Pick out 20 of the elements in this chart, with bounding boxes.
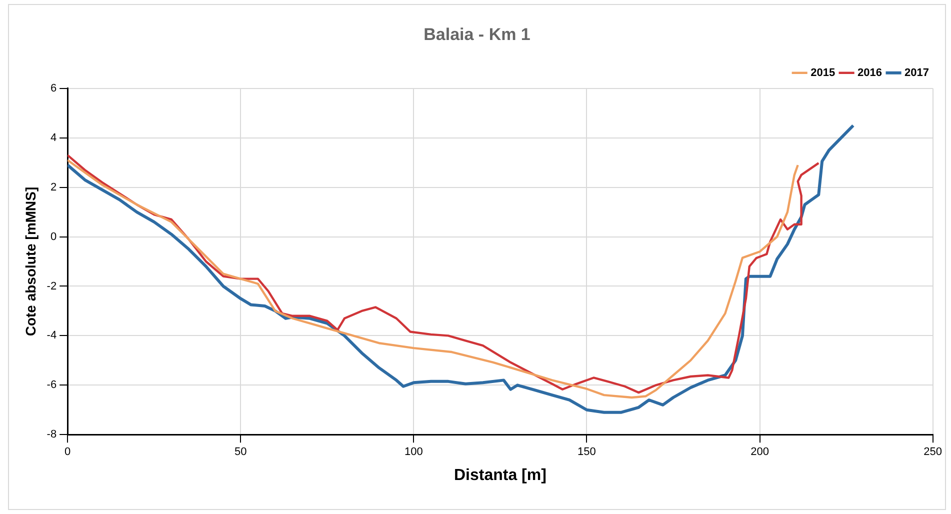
y-tick-label: 0 [50,230,57,243]
legend-label: 2015 [810,66,836,79]
y-tick-label: 6 [50,82,57,94]
y-tick-label: -6 [46,379,57,392]
x-axis-title: Distanta [m] [454,466,546,484]
legend-label: 2017 [904,66,930,79]
x-tick-label: 100 [404,446,423,458]
x-tick-label: 0 [64,446,71,458]
y-axis-title: Cote absolute [mMNS] [22,186,38,336]
x-tick-label: 200 [750,446,769,458]
y-tick-label: -8 [46,428,57,441]
x-tick-label: 50 [234,446,247,458]
chart-title: Balaia - Km 1 [424,24,530,44]
y-tick-label: -2 [46,280,57,292]
y-tick-label: 4 [50,132,57,144]
x-tick-label: 250 [924,446,942,458]
y-tick-label: 2 [50,181,57,194]
x-tick-label: 150 [578,446,596,458]
legend-label: 2016 [858,66,882,79]
y-tick-label: -4 [46,330,57,342]
